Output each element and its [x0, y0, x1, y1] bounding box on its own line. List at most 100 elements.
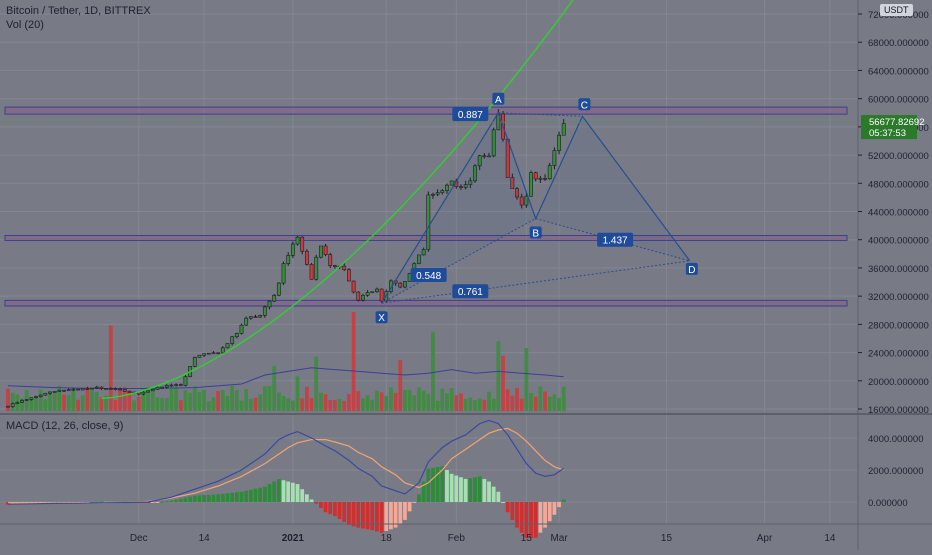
price-axis-label: 28000.000000 — [868, 320, 929, 331]
candle-body — [440, 190, 445, 193]
ratio-label-box — [452, 284, 489, 299]
macd-histogram-bar — [169, 500, 174, 502]
candle-body — [477, 155, 482, 167]
volume-bar — [104, 395, 108, 411]
candle-body — [529, 172, 533, 197]
pattern-point-label: D — [688, 265, 695, 276]
macd-histogram-bar — [384, 502, 389, 532]
volume-bar — [239, 400, 244, 411]
macd-histogram-bar — [174, 499, 179, 502]
candle-body — [197, 354, 202, 358]
macd-histogram-bar — [286, 481, 291, 502]
macd-histogram-bar — [188, 496, 193, 502]
volume-bar — [323, 394, 328, 411]
candle-body — [244, 317, 249, 326]
candle-body — [417, 254, 421, 264]
volume-bar — [491, 398, 496, 411]
main-legend: Bitcoin / Tether, 1D, BITTREX Vol (20) — [6, 4, 151, 32]
currency-badge[interactable]: USDT — [880, 4, 913, 16]
macd-histogram-bar — [459, 477, 463, 502]
macd-histogram-bar — [342, 502, 347, 523]
volume-bar — [463, 398, 468, 411]
macd-histogram-bar — [6, 502, 10, 505]
volume-bar — [347, 394, 351, 411]
candle-body — [150, 388, 155, 392]
volume-bar — [496, 341, 501, 411]
ratio-label-text: 0.761 — [458, 287, 483, 298]
macd-histogram-bar — [267, 484, 272, 502]
candle-body — [76, 388, 80, 391]
candle-body — [29, 397, 34, 400]
candle-body — [524, 195, 529, 206]
ratio-label-box — [452, 107, 489, 122]
ratio-label-text: 1.437 — [603, 236, 628, 247]
candle-body — [85, 387, 90, 390]
volume-bar — [473, 400, 477, 411]
price-axis-label: 16000.000000 — [868, 405, 929, 416]
volume-bar — [487, 391, 491, 411]
volume-bar — [136, 396, 141, 411]
candle-body — [356, 291, 361, 301]
volume-bar — [52, 391, 57, 411]
macd-histogram-bar — [454, 475, 459, 502]
volume-bar — [351, 312, 356, 411]
candle-body — [332, 265, 337, 267]
pattern-point-box — [529, 226, 542, 239]
macd-histogram-bar — [529, 502, 533, 538]
price-axis-label: 40000.000000 — [868, 236, 929, 247]
candle-body — [10, 403, 15, 407]
macd-histogram-bar — [515, 502, 519, 528]
macd-histogram-bar — [290, 482, 295, 502]
volume-bars — [6, 312, 566, 411]
pattern-point-box — [375, 311, 388, 324]
time-axis-label: 15 — [661, 533, 673, 544]
pattern-point-label: A — [495, 95, 502, 106]
candle-body — [463, 184, 468, 188]
volume-bar — [328, 400, 333, 411]
volume-bar — [164, 397, 169, 411]
volume-bar — [244, 389, 249, 411]
volume-bar — [431, 331, 435, 411]
ratio-label-text: 0.548 — [416, 271, 441, 282]
macd-histogram-bar — [220, 493, 225, 502]
volume-bar — [375, 390, 379, 411]
volume-bar — [543, 391, 547, 411]
macd-histogram-bar — [281, 480, 286, 502]
candle-body — [258, 315, 263, 318]
volume-bar — [160, 397, 165, 411]
volume-bar — [445, 393, 449, 411]
macd-histogram-bar — [211, 494, 216, 502]
volume-bar — [365, 395, 370, 411]
candle-body — [220, 347, 225, 354]
pattern-point-label: B — [532, 229, 539, 240]
volume-bar — [34, 398, 38, 411]
macd-histogram-bar — [183, 497, 188, 502]
support-resistance-zone — [4, 299, 848, 307]
harmonic-pattern: X A B C D 0.548 0.761 0.887 1.437 — [375, 92, 698, 324]
volume-bar — [295, 376, 300, 411]
volume-bar — [113, 400, 118, 411]
macd-axis-label: 0.000000 — [868, 498, 908, 509]
candle-body — [543, 178, 547, 180]
candle-body — [71, 388, 76, 391]
macd-histogram-bar — [407, 502, 412, 512]
macd-histogram-bar — [160, 501, 165, 503]
candle-body — [15, 402, 20, 405]
candle-body — [519, 196, 524, 206]
volume-bar — [29, 399, 34, 411]
macd-histogram-bar — [421, 481, 426, 502]
pattern-point-box — [685, 262, 698, 275]
candle-body — [482, 155, 487, 158]
candle-body — [351, 280, 356, 293]
candle-body — [122, 389, 127, 392]
support-resistance-zone — [4, 234, 848, 241]
time-axis-label: 2021 — [282, 533, 305, 544]
volume-bar — [57, 385, 62, 411]
volume-bar — [262, 386, 267, 411]
price-axis-label: 36000.000000 — [868, 264, 929, 275]
candle-body — [300, 236, 305, 252]
candle-body — [328, 254, 333, 266]
macd-histogram-bar — [505, 502, 510, 513]
volume-bar — [248, 399, 253, 411]
candle-body — [426, 194, 431, 250]
